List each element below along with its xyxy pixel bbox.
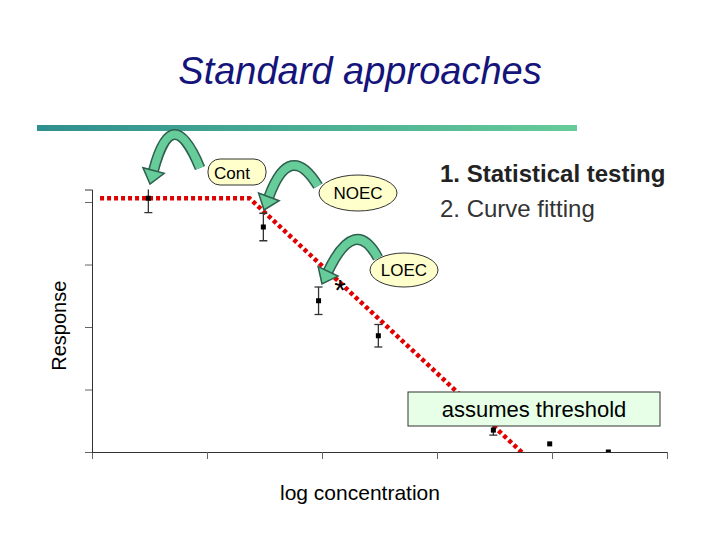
error-bar-cap [144, 212, 152, 213]
callout-arrow-body [269, 165, 318, 196]
annotation: Cont [214, 164, 250, 183]
annotations: Cont NOEC LOEC * 1. Statistical testing 2. Cu… [143, 135, 666, 426]
y-tick-mark [85, 202, 92, 203]
y-axis-line [85, 190, 93, 453]
label-oval [370, 253, 438, 287]
error-bar-cap [374, 346, 382, 347]
error-bar-cap [315, 314, 323, 315]
y-axis-title: Response [48, 281, 70, 371]
y-tick-mark [85, 452, 92, 453]
y-tick-mark [85, 390, 92, 391]
callout-arrow-body [154, 135, 200, 171]
x-tick [92, 452, 93, 459]
point [606, 450, 611, 453]
error-bar-cap [259, 213, 267, 214]
error-bar [259, 213, 267, 241]
error-bar [489, 425, 497, 435]
callout-arrow [259, 165, 318, 210]
annotation: * [334, 273, 346, 306]
error-bar [315, 287, 323, 315]
error-bar-stem [148, 190, 149, 213]
x-tick-mark [207, 452, 208, 459]
x-tick-mark [552, 452, 553, 459]
y-tick [85, 327, 92, 328]
label-box [208, 159, 266, 185]
x-tick-mark [437, 452, 438, 459]
y-tick-mark [85, 327, 92, 328]
label-oval [319, 175, 397, 211]
error-bar [374, 325, 382, 348]
error-bar-cap [374, 324, 382, 325]
x-tick [437, 452, 438, 459]
callout-arrow [318, 239, 378, 284]
error-bar [144, 190, 152, 213]
callout-arrow-head [143, 168, 164, 184]
point [261, 225, 266, 230]
x-tick [667, 452, 668, 459]
title: Standard approaches [178, 50, 541, 92]
callout-arrow-body [328, 239, 378, 271]
callout-arrow-outline [154, 135, 200, 171]
y-tick [85, 452, 92, 453]
error-bar-cap [315, 286, 323, 287]
point [547, 441, 552, 446]
y-tick [85, 390, 92, 391]
x-tick-mark [92, 452, 93, 459]
y-tick [85, 265, 92, 266]
x-tick-mark [667, 452, 668, 459]
x-tick [207, 452, 208, 459]
annotation: assumes threshold [442, 397, 627, 422]
callout-arrow-outline [328, 239, 378, 271]
callout-arrow-outline [269, 165, 318, 196]
point [316, 298, 321, 303]
x-tick-mark [322, 452, 323, 459]
annotation: 2. Curve fitting [440, 195, 595, 222]
point [376, 333, 381, 338]
error-bar-cap [489, 434, 497, 435]
y-tick-mark [85, 265, 92, 266]
label-box [408, 392, 660, 426]
y-axis [85, 190, 93, 453]
x-tick [552, 452, 553, 459]
y-tick [85, 202, 92, 203]
error-bar-cap [259, 240, 267, 241]
callout-arrow-head [259, 193, 280, 210]
callout-arrow [143, 135, 200, 184]
point [491, 428, 496, 433]
annotation: NOEC [333, 184, 382, 203]
x-axis-line [93, 453, 668, 460]
x-axis-title: log concentration [280, 481, 440, 504]
chart: Standard approaches Response log concentra… [0, 0, 720, 540]
x-tick [322, 452, 323, 459]
annotation: 1. Statistical testing [440, 160, 665, 187]
annotation: LOEC [381, 261, 427, 280]
x-axis [93, 452, 668, 459]
title-rule [37, 125, 577, 131]
point [146, 196, 151, 201]
